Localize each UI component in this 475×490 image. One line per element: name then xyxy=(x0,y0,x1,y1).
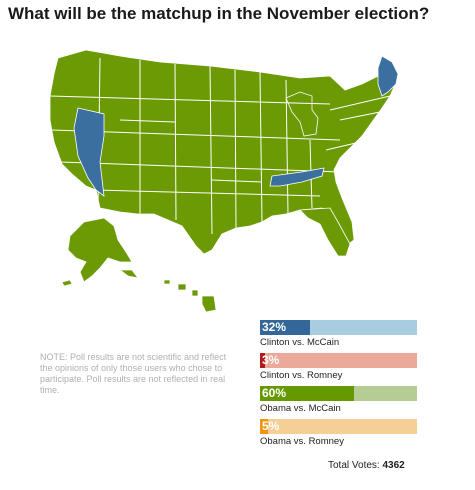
result-label: Clinton vs. Romney xyxy=(260,370,343,381)
result-bar: 3% xyxy=(260,353,417,368)
map-state-alaska[interactable] xyxy=(67,217,133,283)
result-bar: 32% xyxy=(260,320,417,335)
map-state-alaska-islands xyxy=(61,269,139,287)
map-state-tennessee[interactable] xyxy=(269,167,325,187)
result-percent: 60% xyxy=(262,386,287,400)
result-bar-fill xyxy=(260,320,311,335)
result-bar-fill xyxy=(260,386,355,401)
result-bar: 60% xyxy=(260,386,417,401)
us-map-svg xyxy=(49,49,399,313)
total-votes-value: 4362 xyxy=(382,460,405,471)
result-label: Obama vs. Romney xyxy=(260,436,344,447)
map-state-nevada[interactable] xyxy=(73,107,105,197)
result-percent: 32% xyxy=(262,320,287,334)
map-state-florida[interactable] xyxy=(299,207,351,257)
page-title: What will be the matchup in the November… xyxy=(8,4,430,23)
result-label: Clinton vs. McCain xyxy=(260,337,340,348)
result-bar-fill xyxy=(260,419,268,434)
result-percent: 3% xyxy=(262,353,280,367)
map-state-hawaii[interactable] xyxy=(163,279,217,313)
poll-results: 32% Clinton vs. McCain 3% Clinton vs. Ro… xyxy=(260,320,418,452)
result-label: Obama vs. McCain xyxy=(260,403,341,414)
result-item: 3% Clinton vs. Romney xyxy=(260,353,418,386)
map-state-maine[interactable] xyxy=(377,55,399,97)
result-item: 60% Obama vs. McCain xyxy=(260,386,418,419)
result-item: 5% Obama vs. Romney xyxy=(260,419,418,452)
state-borders xyxy=(49,57,391,235)
total-votes: Total Votes: 4362 xyxy=(328,460,405,471)
result-bar: 5% xyxy=(260,419,417,434)
result-bar-fill xyxy=(260,353,265,368)
poll-note: NOTE: Poll results are not scientific an… xyxy=(40,352,227,395)
result-item: 32% Clinton vs. McCain xyxy=(260,320,418,353)
us-map xyxy=(0,30,475,330)
result-percent: 5% xyxy=(262,419,280,433)
total-votes-label: Total Votes: xyxy=(328,460,380,471)
